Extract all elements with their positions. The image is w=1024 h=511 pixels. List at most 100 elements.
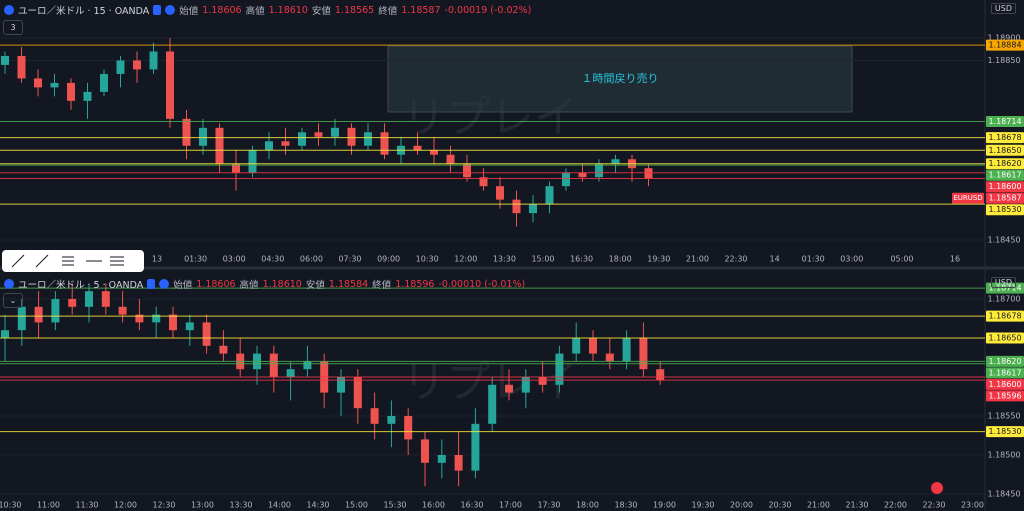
panel-header: ユーロ／米ドル · 15 · OANDA 始値 1.18606 高値 1.18610… bbox=[4, 3, 531, 17]
time-label: 22:30 bbox=[922, 501, 945, 510]
price-tag bbox=[986, 192, 1024, 204]
price-tag-label: 1.18678 bbox=[988, 133, 1021, 142]
time-label: 18:00 bbox=[609, 255, 632, 264]
symbol[interactable]: ユーロ／米ドル · 5 · OANDA bbox=[18, 280, 144, 291]
ray-tool[interactable] bbox=[35, 254, 49, 268]
low-label: 安値 bbox=[311, 6, 331, 17]
candle-body bbox=[169, 314, 177, 331]
time-label: 10:30 bbox=[0, 501, 22, 510]
candle-body bbox=[611, 159, 620, 164]
price-tick-label: 1.18700 bbox=[987, 295, 1020, 304]
candle-body bbox=[83, 91, 92, 101]
candle-body bbox=[421, 439, 429, 463]
high-label: 高値 bbox=[245, 6, 265, 17]
price-tag bbox=[986, 116, 1024, 128]
candle-body bbox=[1, 330, 9, 338]
time-label: 21:00 bbox=[807, 501, 830, 510]
time-label: 14:30 bbox=[306, 501, 329, 510]
price-tag bbox=[986, 158, 1024, 170]
price-tag bbox=[986, 355, 1024, 367]
candle-body bbox=[34, 306, 43, 323]
candle-body bbox=[1, 55, 9, 65]
candle-body bbox=[67, 82, 75, 101]
fib-tool[interactable] bbox=[110, 256, 124, 266]
change: -0.00010 (-0.01%) bbox=[438, 278, 526, 290]
price-tag-label: 1.18617 bbox=[988, 368, 1021, 377]
low-value: 1.18584 bbox=[328, 278, 369, 290]
replay-icon[interactable] bbox=[159, 279, 170, 289]
price-axis-bg bbox=[985, 0, 1024, 511]
price-tag-label: 1.18650 bbox=[988, 146, 1021, 155]
candle-body bbox=[572, 338, 581, 354]
open-value: 1.18606 bbox=[202, 4, 242, 16]
candle-body bbox=[182, 118, 191, 146]
tool-icons[interactable] bbox=[10, 253, 130, 269]
symbol[interactable]: ユーロ／米ドル · 15 · OANDA bbox=[18, 6, 150, 17]
time-label: 12:00 bbox=[114, 501, 137, 510]
candle-body bbox=[521, 377, 530, 393]
price-tag-label: 1.18587 bbox=[988, 194, 1021, 203]
panel-header: ユーロ／米ドル · 5 · OANDA 始値 1.18606 高値 1.18610 … bbox=[4, 277, 525, 291]
time-label: 05:00 bbox=[890, 255, 913, 264]
channel-tool[interactable] bbox=[62, 256, 74, 266]
candle-body bbox=[51, 299, 60, 323]
candle-body bbox=[562, 172, 570, 187]
price-tag bbox=[986, 39, 1024, 51]
candle-body bbox=[347, 127, 356, 146]
time-label: 21:00 bbox=[686, 255, 709, 264]
time-label: 09:00 bbox=[377, 255, 400, 264]
symbol-tag-label: EURUSD bbox=[953, 194, 982, 202]
candle-body bbox=[298, 132, 306, 146]
candle-body bbox=[555, 353, 564, 385]
candle-body bbox=[248, 150, 257, 173]
price-tag-label: 1.18714 bbox=[988, 117, 1021, 126]
candle-body bbox=[152, 314, 161, 323]
high-value: 1.18610 bbox=[268, 4, 308, 16]
candle-body bbox=[133, 60, 141, 70]
time-label: 22:00 bbox=[884, 501, 907, 510]
symbol-tag bbox=[952, 192, 984, 204]
currency[interactable]: USD bbox=[990, 277, 1016, 288]
candle-body bbox=[118, 306, 127, 315]
price-tag bbox=[986, 426, 1024, 438]
candle-body bbox=[185, 322, 194, 331]
time-label: 13:30 bbox=[493, 255, 516, 264]
price-tick-label: 1.18450 bbox=[987, 236, 1020, 245]
candle-body bbox=[68, 299, 77, 307]
currency[interactable]: USD bbox=[990, 3, 1016, 14]
candle-body bbox=[545, 186, 554, 205]
flag[interactable] bbox=[147, 279, 156, 289]
candle-body bbox=[85, 291, 93, 307]
change: -0.00019 (-0.02%) bbox=[444, 4, 532, 16]
indicator-toggle[interactable]: 3 bbox=[3, 20, 23, 35]
time-label: 16:30 bbox=[460, 501, 483, 510]
replay-icon[interactable] bbox=[165, 5, 176, 15]
indicator-count: 3 bbox=[10, 23, 16, 32]
high-label: 高値 bbox=[239, 280, 259, 291]
collapse-button[interactable]: ⌄ bbox=[3, 293, 23, 308]
time-label: 22:30 bbox=[724, 255, 747, 264]
time-label: 04:30 bbox=[261, 255, 284, 264]
time-label: 18:00 bbox=[576, 501, 599, 510]
trend-line-tool[interactable] bbox=[11, 254, 25, 268]
price-tag-label: 1.18596 bbox=[988, 391, 1021, 400]
price-tag bbox=[986, 378, 1024, 390]
candle-body bbox=[496, 186, 504, 200]
candle-body bbox=[199, 127, 207, 146]
drawing-toolbar bbox=[2, 250, 144, 272]
candle-body bbox=[413, 145, 422, 151]
time-label: 06:00 bbox=[300, 255, 323, 264]
price-tag-label: 1.18600 bbox=[988, 182, 1021, 191]
candle-body bbox=[446, 154, 455, 164]
candle-body bbox=[505, 384, 513, 393]
candle-body bbox=[314, 132, 323, 137]
flag[interactable] bbox=[153, 5, 162, 15]
price-tag-label: 1.18530 bbox=[988, 205, 1021, 214]
candle-body bbox=[529, 204, 537, 214]
open-label: 始値 bbox=[173, 280, 193, 291]
open-value: 1.18606 bbox=[196, 278, 236, 290]
time-label: 03:00 bbox=[223, 255, 246, 264]
price-tick-label: 1.18500 bbox=[987, 451, 1020, 460]
